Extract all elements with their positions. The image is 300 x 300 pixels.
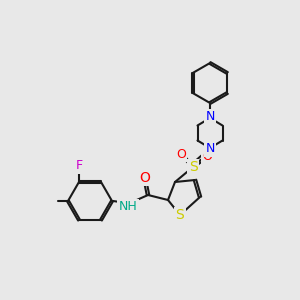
Text: O: O — [176, 148, 186, 160]
Text: O: O — [202, 149, 212, 163]
Text: F: F — [75, 159, 82, 172]
Text: N: N — [205, 110, 215, 124]
Text: S: S — [189, 160, 197, 174]
Text: N: N — [205, 142, 215, 155]
Text: NH: NH — [118, 200, 137, 214]
Text: O: O — [140, 171, 150, 185]
Text: S: S — [176, 208, 184, 222]
